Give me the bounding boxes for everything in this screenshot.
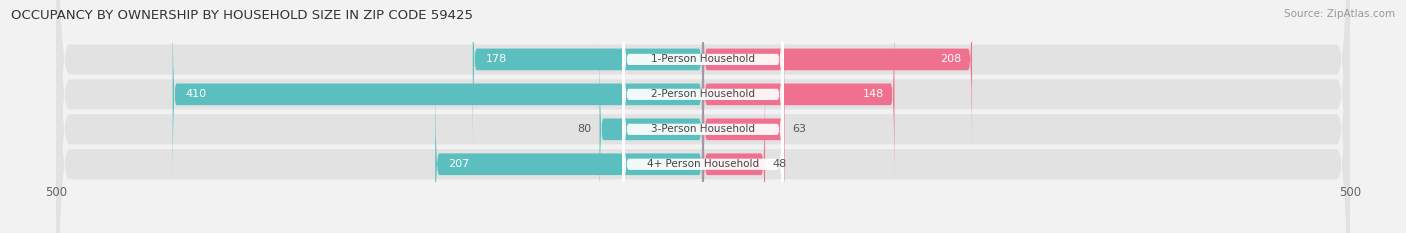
- Text: 410: 410: [186, 89, 207, 99]
- FancyBboxPatch shape: [56, 0, 1350, 233]
- Text: 48: 48: [773, 159, 787, 169]
- Text: 207: 207: [449, 159, 470, 169]
- Text: OCCUPANCY BY OWNERSHIP BY HOUSEHOLD SIZE IN ZIP CODE 59425: OCCUPANCY BY OWNERSHIP BY HOUSEHOLD SIZE…: [11, 9, 474, 22]
- FancyBboxPatch shape: [173, 0, 703, 188]
- Text: 63: 63: [792, 124, 806, 134]
- Text: 178: 178: [485, 55, 508, 64]
- FancyBboxPatch shape: [703, 0, 894, 188]
- FancyBboxPatch shape: [436, 70, 703, 233]
- FancyBboxPatch shape: [621, 0, 785, 233]
- FancyBboxPatch shape: [703, 35, 785, 223]
- FancyBboxPatch shape: [621, 0, 785, 233]
- Text: 3-Person Household: 3-Person Household: [651, 124, 755, 134]
- Text: 80: 80: [578, 124, 592, 134]
- Text: 148: 148: [863, 89, 884, 99]
- Text: Source: ZipAtlas.com: Source: ZipAtlas.com: [1284, 9, 1395, 19]
- FancyBboxPatch shape: [56, 0, 1350, 233]
- FancyBboxPatch shape: [621, 0, 785, 229]
- FancyBboxPatch shape: [472, 0, 703, 154]
- FancyBboxPatch shape: [703, 70, 765, 233]
- FancyBboxPatch shape: [703, 0, 972, 154]
- Text: 2-Person Household: 2-Person Household: [651, 89, 755, 99]
- FancyBboxPatch shape: [56, 0, 1350, 233]
- FancyBboxPatch shape: [56, 0, 1350, 233]
- Text: 208: 208: [941, 55, 962, 64]
- FancyBboxPatch shape: [599, 35, 703, 223]
- FancyBboxPatch shape: [621, 0, 785, 233]
- Text: 1-Person Household: 1-Person Household: [651, 55, 755, 64]
- Text: 4+ Person Household: 4+ Person Household: [647, 159, 759, 169]
